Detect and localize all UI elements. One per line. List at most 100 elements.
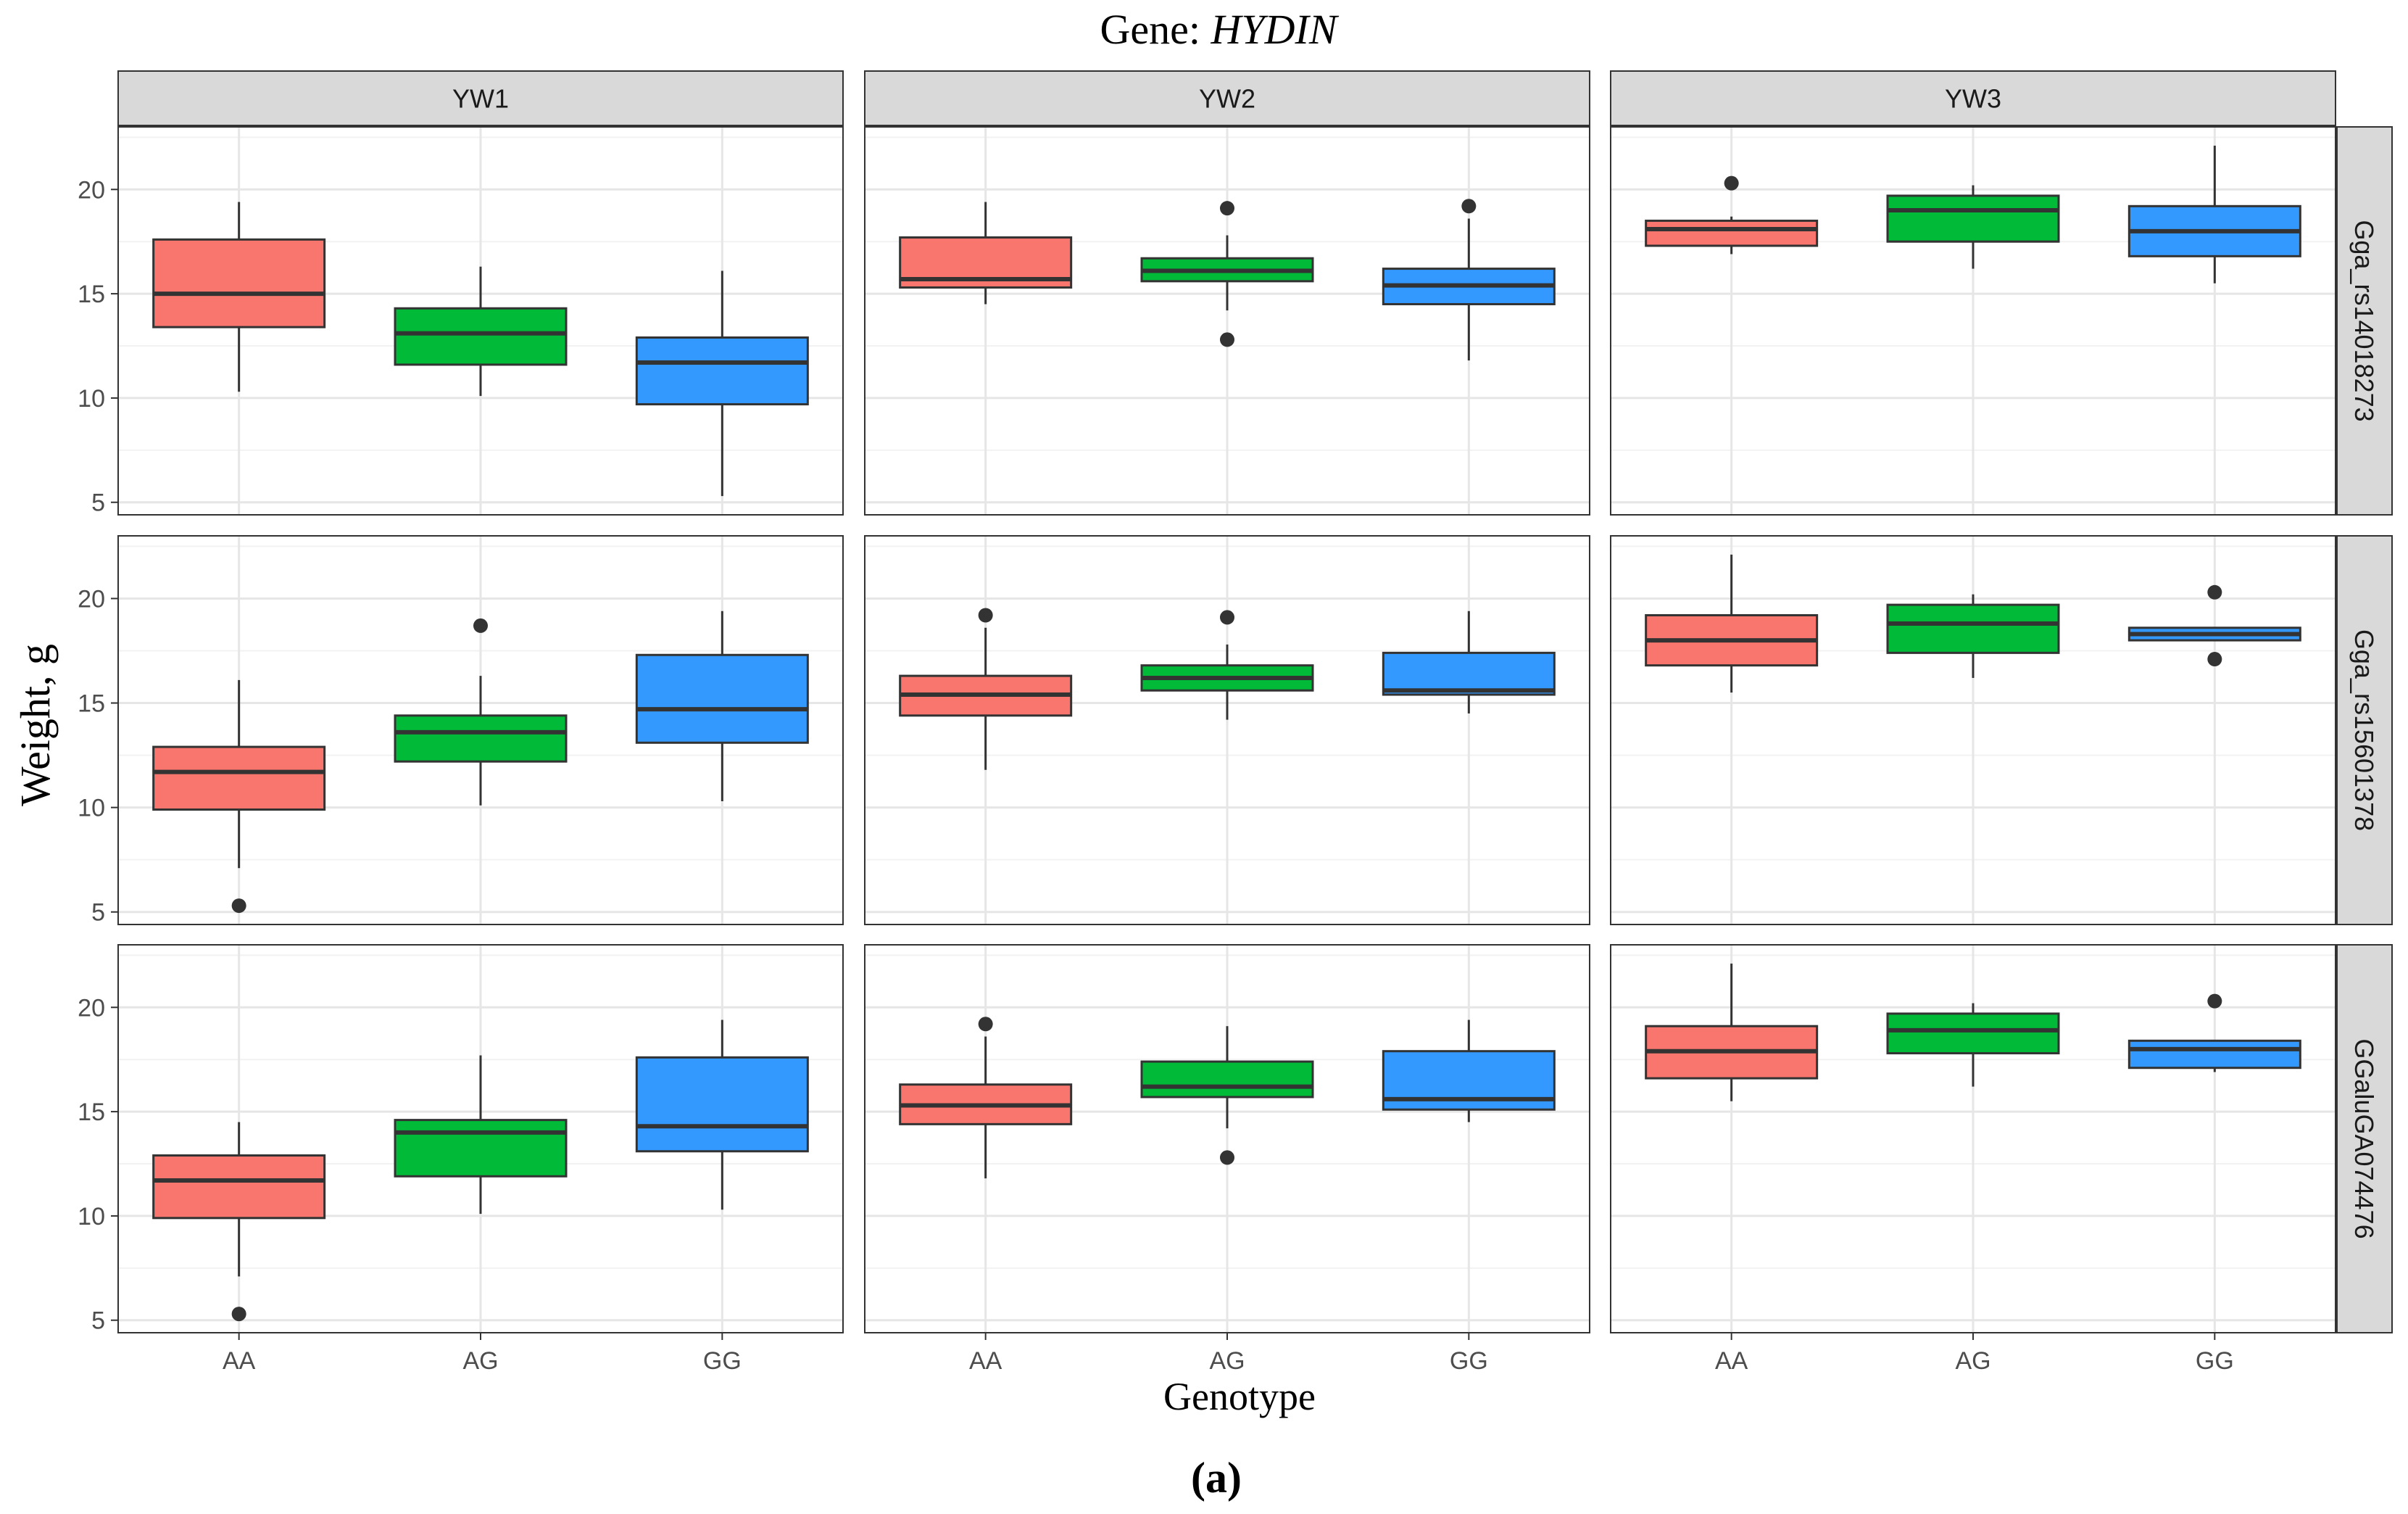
outlier-point	[1220, 332, 1234, 347]
box-iqr	[1645, 219, 1819, 247]
box-gg	[635, 611, 809, 801]
box-iqr	[152, 1154, 326, 1220]
y-tick-label: 15	[78, 281, 105, 308]
y-tick-label: 10	[78, 385, 105, 413]
box-ag	[1140, 201, 1314, 347]
box-gg	[635, 1019, 809, 1210]
figure-title-gene: HYDIN	[1210, 6, 1339, 53]
panel-gga-rs15601378-yw2	[864, 535, 1590, 925]
figure-title-prefix: Gene:	[1100, 6, 1211, 53]
panel-ggaluga074476-yw2: AA AG GG	[864, 944, 1590, 1375]
panel-gga-rs14018273-yw2	[864, 126, 1590, 516]
box-gg	[2127, 145, 2301, 284]
panel-ggaluga074476-yw1: 5 10 15 20 AA AG GG	[78, 944, 844, 1375]
panel-border	[864, 535, 1590, 925]
outlier-point	[1220, 610, 1234, 625]
box-aa	[152, 1122, 326, 1322]
box-aa	[152, 679, 326, 914]
strip-gga-rs15601378	[2336, 535, 2393, 925]
box-aa	[1645, 554, 1819, 693]
panel-border	[1610, 535, 2336, 925]
y-tick-label: 10	[78, 1203, 105, 1230]
box-aa	[1645, 175, 1819, 255]
strip-label-gga-rs15601378: Gga_rs15601378	[2349, 629, 2379, 831]
outlier-point	[1220, 1150, 1234, 1165]
box-aa	[899, 1017, 1073, 1179]
box-gg	[635, 270, 809, 497]
y-tick-label: 10	[78, 795, 105, 822]
y-tick-label: 20	[78, 994, 105, 1022]
y-tick-label: 20	[78, 176, 105, 204]
x-tick-label-gg: GG	[1450, 1347, 1488, 1375]
box-iqr	[635, 336, 809, 406]
box-iqr	[1886, 603, 2060, 654]
panel-gga-rs14018273-yw1: 5 10 15 20	[78, 126, 844, 517]
box-iqr	[1140, 1060, 1314, 1099]
strip-label-yw1: YW1	[452, 84, 509, 114]
strip-label-ggaluga074476: GGaluGA074476	[2349, 1038, 2379, 1238]
box-iqr	[152, 238, 326, 328]
box-ag	[1886, 185, 2060, 269]
facet-panels: YW1 YW2 YW3 Gga_rs14018273 Gga_rs15601378 GGa…	[78, 70, 2393, 1375]
figure-sublabel: (a)	[1191, 1454, 1242, 1502]
box-aa	[899, 608, 1073, 770]
panel-gga-rs15601378-yw1: 5 10 15 20	[78, 535, 844, 927]
box-aa	[1645, 963, 1819, 1101]
y-axis-title: Weight, g	[12, 644, 59, 806]
x-tick-label-aa: AA	[969, 1347, 1002, 1375]
x-tick-label-gg: GG	[2196, 1347, 2234, 1375]
panel-border	[117, 535, 844, 925]
x-tick-label-ag: AG	[1209, 1347, 1245, 1375]
x-axis-title: Genotype	[1163, 1375, 1316, 1418]
outlier-point	[1724, 175, 1739, 191]
strip-ggaluga074476	[2336, 944, 2393, 1333]
x-tick-label-aa: AA	[1715, 1347, 1748, 1375]
x-tick-label-ag: AG	[462, 1347, 498, 1375]
box-ag	[1140, 1026, 1314, 1165]
box-ag	[1140, 610, 1314, 720]
panel-ggaluga074476-yw3: AA AG GG	[1610, 944, 2336, 1375]
panel-border	[1610, 126, 2336, 516]
outlier-point	[231, 898, 246, 914]
outlier-point	[978, 1017, 993, 1032]
strip-gga-rs14018273	[2336, 126, 2393, 516]
box-gg	[1382, 611, 1556, 713]
outlier-point	[2207, 652, 2222, 667]
box-aa	[899, 202, 1073, 305]
panel-gga-rs15601378-yw3	[1610, 535, 2336, 925]
strip-label-gga-rs14018273: Gga_rs14018273	[2349, 220, 2379, 421]
box-iqr	[394, 1119, 568, 1178]
box-iqr	[1382, 651, 1556, 696]
box-iqr	[2127, 1039, 2301, 1070]
x-tick-label-ag: AG	[1955, 1347, 1990, 1375]
panel-border	[117, 126, 844, 516]
outlier-point	[2207, 993, 2222, 1009]
outlier-point	[978, 608, 993, 623]
panel-gga-rs14018273-yw3	[1610, 126, 2336, 516]
outlier-point	[1461, 199, 1477, 214]
x-tick-label-gg: GG	[703, 1347, 742, 1375]
box-gg	[1382, 199, 1556, 361]
strip-yw3	[1610, 70, 2336, 126]
box-iqr	[394, 307, 568, 366]
strip-label-yw2: YW2	[1199, 84, 1255, 114]
y-tick-label: 20	[78, 585, 105, 613]
outlier-point	[473, 618, 488, 633]
y-tick-label: 5	[91, 1307, 105, 1335]
box-ag	[394, 1055, 568, 1215]
box-ag	[394, 266, 568, 397]
outlier-point	[1220, 201, 1234, 216]
box-gg	[2127, 993, 2301, 1072]
box-gg	[1382, 1019, 1556, 1122]
outlier-point	[231, 1307, 246, 1322]
box-iqr	[1886, 194, 2060, 243]
panel-border	[864, 126, 1590, 516]
figure-title: Gene: HYDIN	[1100, 6, 1339, 53]
box-gg	[2127, 584, 2301, 667]
box-ag	[1886, 594, 2060, 678]
strip-yw1	[117, 70, 844, 126]
strip-yw2	[864, 70, 1590, 126]
box-iqr	[394, 714, 568, 763]
box-ag	[1886, 1003, 2060, 1087]
